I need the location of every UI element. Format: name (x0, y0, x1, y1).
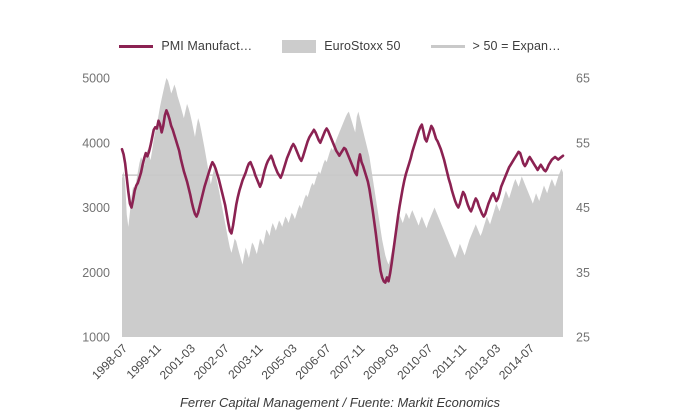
legend-line-marker-threshold (430, 44, 465, 48)
y-axis-right-tick: 45 (576, 201, 590, 215)
y-axis-right-tick: 35 (576, 266, 590, 280)
y-axis-right-tick: 55 (576, 136, 590, 150)
y-axis-right-tick: 65 (576, 72, 590, 86)
y-axis-left-tick: 5000 (82, 72, 110, 86)
x-axis-tick: 2003-11 (225, 341, 266, 382)
x-axis-tick: 2007-11 (327, 341, 368, 382)
x-axis-tick: 2002-07 (191, 341, 232, 382)
y-axis-left-tick: 4000 (82, 136, 110, 150)
chart-legend: PMI Manufact… EuroStoxx 50 > 50 = Expan… (0, 34, 680, 58)
y-axis-left-tick-labels: 5000 4000 3000 2000 1000 (82, 72, 110, 345)
y-axis-right-tick: 25 (576, 331, 590, 345)
legend-label-threshold: > 50 = Expan… (472, 39, 561, 53)
footer-source-note: Ferrer Capital Management / Fuente: Mark… (179, 395, 501, 410)
x-axis-tick: 2010-07 (394, 341, 435, 382)
y-axis-left-tick: 1000 (82, 331, 110, 345)
x-axis-tick: 1998-07 (89, 341, 130, 382)
legend-label-eurostoxx: EuroStoxx 50 (324, 39, 401, 53)
x-axis-tick: 2013-03 (462, 341, 503, 382)
x-axis-tick: 2005-03 (259, 341, 300, 382)
series-pmi-manufacturing-line (120, 109, 565, 284)
legend-label-pmi: PMI Manufact… (161, 39, 253, 53)
x-axis-tick: 1999-11 (124, 341, 165, 382)
x-axis-tick-labels: 1998-071999-112001-032002-072003-112005-… (89, 341, 537, 382)
legend-item-eurostoxx[interactable]: EuroStoxx 50 (282, 39, 400, 53)
legend-line-marker-pmi (119, 44, 154, 48)
x-axis-tick: 2001-03 (157, 341, 198, 382)
y-axis-left-tick: 3000 (82, 201, 110, 215)
y-axis-right-tick-labels: 65 55 45 35 25 (576, 72, 590, 345)
series-eurostoxx-50-area (122, 78, 563, 337)
x-axis-tick: 2014-07 (496, 341, 537, 382)
y-axis-left-tick: 2000 (82, 266, 110, 280)
x-axis-tick: 2009-03 (360, 341, 401, 382)
legend-item-expansion-threshold[interactable]: > 50 = Expan… (430, 39, 561, 53)
legend-item-pmi[interactable]: PMI Manufact… (119, 39, 252, 53)
x-axis-tick: 2006-07 (293, 341, 334, 382)
legend-area-marker-eurostoxx (282, 39, 317, 53)
